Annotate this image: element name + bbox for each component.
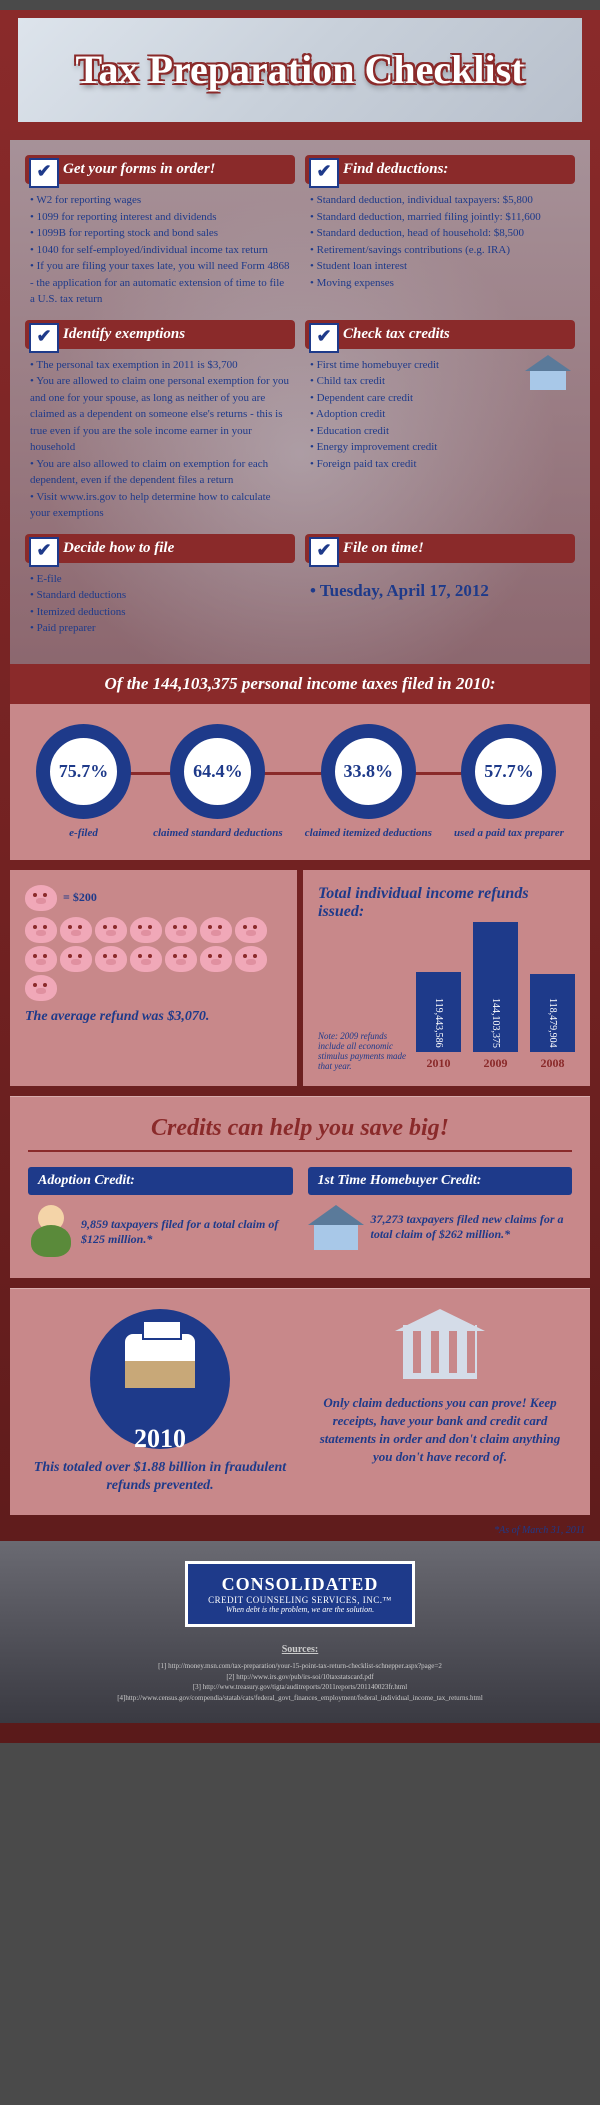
stats-header: Of the 144,103,375 personal income taxes… xyxy=(10,664,590,704)
pig-icon xyxy=(130,917,162,943)
pig-icon xyxy=(95,917,127,943)
pig-icon xyxy=(200,917,232,943)
checklist-section: Get your forms in order! W2 for reportin… xyxy=(10,140,590,664)
pig-row xyxy=(25,917,282,1001)
company-logo: CONSOLIDATED CREDIT COUNSELING SERVICES,… xyxy=(185,1561,415,1627)
ontime-header: File on time! xyxy=(305,534,575,563)
refund-bars: 119,443,5862010144,103,3752009118,479,90… xyxy=(416,931,575,1071)
pig-icon xyxy=(60,946,92,972)
page-title: Tax Preparation Checklist xyxy=(38,48,562,92)
sources: Sources: [1] http://money.msn.com/tax-pr… xyxy=(15,1642,585,1703)
file-date: Tuesday, April 17, 2012 xyxy=(305,571,575,611)
file-header: Decide how to file xyxy=(25,534,295,563)
pig-icon xyxy=(60,917,92,943)
credits-section: Credits can help you save big! Adoption … xyxy=(10,1096,590,1278)
sources-list: [1] http://money.msn.com/tax-preparation… xyxy=(15,1661,585,1703)
pig-icon xyxy=(25,885,57,911)
forms-header: Get your forms in order! xyxy=(25,155,295,184)
adoption-text: 9,859 taxpayers filed for a total claim … xyxy=(81,1217,293,1248)
credits-title: Credits can help you save big! xyxy=(28,1115,572,1152)
refund-bar: 118,479,904 xyxy=(530,974,575,1052)
house-icon xyxy=(308,1205,363,1250)
footer: CONSOLIDATED CREDIT COUNSELING SERVICES,… xyxy=(0,1541,600,1723)
exemptions-header: Identify exemptions xyxy=(25,320,295,349)
pig-icon xyxy=(25,917,57,943)
forms-list: W2 for reporting wages1099 for reporting… xyxy=(25,192,295,308)
hero-banner: Tax Preparation Checklist xyxy=(10,10,590,130)
house-icon xyxy=(525,355,570,390)
pig-icon xyxy=(165,917,197,943)
stat-ring: 75.7%e-filed xyxy=(36,724,131,840)
bank-icon xyxy=(395,1309,485,1379)
refund-avg-box: = $200 The average refund was $3,070. xyxy=(10,870,297,1086)
credits-header: Check tax credits xyxy=(305,320,575,349)
ring-chart: 75.7%e-filed64.4%claimed standard deduct… xyxy=(25,724,575,840)
asof-note: *As of March 31, 2011 xyxy=(15,1525,585,1536)
pig-icon xyxy=(25,946,57,972)
pig-icon xyxy=(235,917,267,943)
stat-ring: 57.7%used a paid tax preparer xyxy=(454,724,564,840)
stat-ring: 33.8%claimed itemized deductions xyxy=(305,724,432,840)
stats-panel: 75.7%e-filed64.4%claimed standard deduct… xyxy=(10,704,590,860)
uncle-sam-badge xyxy=(90,1309,230,1449)
fraud-left-text: This totaled over $1.88 billion in fraud… xyxy=(30,1459,290,1495)
refund-bar: 144,103,375 xyxy=(473,922,518,1052)
pig-icon xyxy=(95,946,127,972)
pig-icon xyxy=(165,946,197,972)
pig-icon xyxy=(200,946,232,972)
refund-bar: 119,443,586 xyxy=(416,972,461,1052)
pig-icon xyxy=(130,946,162,972)
fraud-section: This totaled over $1.88 billion in fraud… xyxy=(10,1288,590,1515)
homebuyer-header: 1st Time Homebuyer Credit: xyxy=(308,1167,573,1195)
baby-icon xyxy=(28,1205,73,1260)
adoption-header: Adoption Credit: xyxy=(28,1167,293,1195)
file-list: E-fileStandard deductionsItemized deduct… xyxy=(25,571,295,637)
deductions-list: Standard deduction, individual taxpayers… xyxy=(305,192,575,291)
deductions-header: Find deductions: xyxy=(305,155,575,184)
uncle-sam-icon xyxy=(125,1334,195,1424)
stat-ring: 64.4%claimed standard deductions xyxy=(153,724,283,840)
exemptions-list: The personal tax exemption in 2011 is $3… xyxy=(25,357,295,522)
homebuyer-text: 37,273 taxpayers filed new claims for a … xyxy=(371,1212,573,1243)
pig-icon xyxy=(235,946,267,972)
fraud-right-text: Only claim deductions you can prove! Kee… xyxy=(310,1394,570,1467)
refunds-box: Total individual income refunds issued: … xyxy=(303,870,590,1086)
refunds-note: Note: 2009 refunds include all economic … xyxy=(318,1031,406,1071)
avg-refund-text: The average refund was $3,070. xyxy=(25,1009,282,1025)
refunds-title: Total individual income refunds issued: xyxy=(318,885,575,921)
pig-icon xyxy=(25,975,57,1001)
